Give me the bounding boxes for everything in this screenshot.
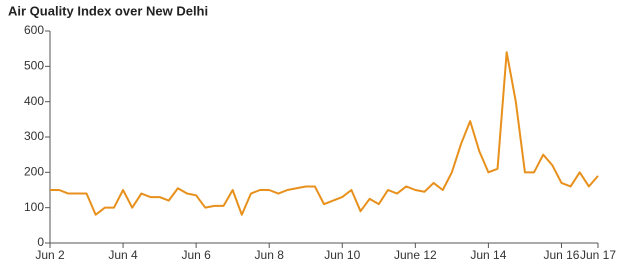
y-tick-label: 600 <box>24 23 44 37</box>
y-tick-label: 200 <box>24 165 44 179</box>
x-tick-label: Jun 16 <box>543 248 579 262</box>
x-tick-label: Jun 17 <box>580 248 616 262</box>
x-tick-label: Jun 2 <box>35 248 65 262</box>
y-tick-label: 0 <box>37 235 44 249</box>
y-tick-label: 500 <box>24 59 44 73</box>
x-tick-label: June 12 <box>394 248 437 262</box>
x-tick-label: Jun 6 <box>181 248 211 262</box>
y-tick-label: 100 <box>24 200 44 214</box>
x-tick-label: Jun 14 <box>470 248 506 262</box>
y-tick-label: 300 <box>24 129 44 143</box>
x-tick-label: Jun 10 <box>324 248 360 262</box>
chart-title: Air Quality Index over New Delhi <box>8 3 208 18</box>
y-tick-label: 400 <box>24 94 44 108</box>
x-tick-label: Jun 4 <box>108 248 138 262</box>
x-tick-label: Jun 8 <box>255 248 285 262</box>
line <box>50 51 599 216</box>
